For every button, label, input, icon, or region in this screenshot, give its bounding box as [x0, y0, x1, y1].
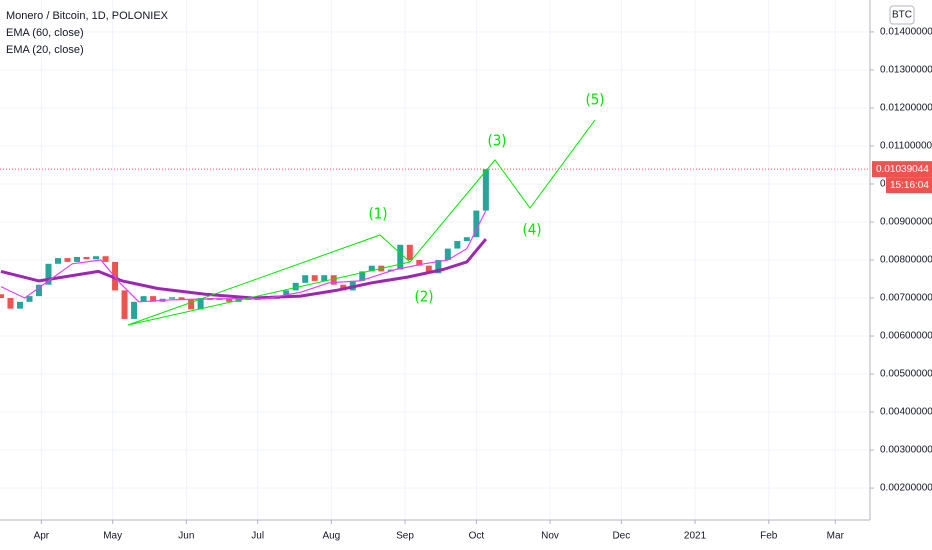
legend-entry: EMA (20, close) [6, 44, 84, 56]
x-tick-label: Apr [34, 531, 50, 542]
candle-body [188, 299, 195, 310]
candle-body [121, 290, 128, 319]
candle-body [83, 256, 90, 260]
price-badge [872, 161, 932, 178]
candle-body [35, 284, 42, 297]
chart-title: Monero / Bitcoin, 1D, POLONIEX [6, 10, 169, 22]
price-label: 0.01039044 [876, 164, 929, 175]
candle-body [16, 301, 23, 309]
candle-body [178, 297, 185, 300]
candle-body [74, 256, 81, 262]
candle-body [463, 237, 470, 241]
candle-body [112, 261, 119, 291]
y-tick-label: 0.00500000 [880, 369, 932, 380]
candle-body [444, 248, 451, 260]
candle-body [302, 275, 309, 283]
x-tick-label: Sep [396, 531, 414, 542]
candle-body [359, 271, 366, 281]
candle-body [311, 275, 318, 281]
legend-entry: EMA (60, close) [6, 27, 84, 39]
wave-label: (3) [487, 132, 506, 150]
candle-body [150, 296, 157, 302]
candle-body [7, 298, 14, 309]
candle-body [0, 294, 4, 299]
x-tick-label: Oct [469, 531, 485, 542]
candle-body [55, 258, 61, 264]
ema-line [0, 238, 488, 300]
wave-label: (1) [368, 205, 387, 223]
x-tick-label: Aug [322, 531, 340, 542]
ema-line [0, 210, 487, 303]
candle-body [406, 244, 413, 260]
y-tick-label: 0.01200000 [880, 103, 932, 114]
candle-body [416, 260, 423, 266]
candle-body [140, 296, 147, 302]
candle-body [330, 275, 337, 285]
currency-label: BTC [892, 10, 912, 21]
x-tick-label: May [103, 531, 122, 542]
x-tick-label: Jun [178, 531, 194, 542]
wave-line [127, 261, 411, 326]
x-tick-label: Jul [251, 531, 264, 542]
y-tick-label: 0.00600000 [880, 331, 932, 342]
wave-label: (2) [414, 288, 433, 306]
candle-body [292, 282, 299, 291]
candle-body [26, 296, 33, 302]
candle-body [473, 210, 480, 238]
x-tick-label: 2021 [684, 531, 707, 542]
candle-body [435, 260, 442, 274]
wave-label: (4) [522, 221, 541, 239]
x-tick-label: Feb [760, 531, 778, 542]
candle-body [197, 298, 204, 310]
candle-body [64, 258, 71, 262]
y-tick-label: 0.00300000 [880, 445, 932, 456]
wave-label: (5) [585, 91, 604, 109]
y-tick-label: 0.01400000 [880, 27, 932, 38]
candle-body [482, 169, 489, 211]
candle-body [45, 263, 52, 285]
y-tick-label: 0.00900000 [880, 217, 932, 228]
y-tick-label: 0.00800000 [880, 255, 932, 266]
y-tick-label: 0.00200000 [880, 483, 932, 494]
candle-body [283, 290, 290, 297]
candle-body [368, 265, 375, 272]
y-tick-label: 0.01100000 [880, 141, 932, 152]
candle-body [425, 265, 432, 274]
x-tick-label: Mar [827, 531, 845, 542]
y-tick-label: 0.01300000 [880, 65, 932, 76]
candle-body [321, 275, 328, 281]
x-tick-label: Dec [612, 531, 630, 542]
wave-drawing [127, 119, 596, 326]
candle-body [93, 256, 100, 260]
candle-body [102, 256, 109, 262]
y-tick-label: 0.00400000 [880, 407, 932, 418]
candle-body [131, 301, 138, 319]
candle-body [397, 244, 404, 270]
candle-body [454, 240, 461, 249]
currency-badge[interactable] [889, 5, 915, 25]
y-tick-label: 0.00700000 [880, 293, 932, 304]
candle-body [226, 298, 233, 302]
countdown-badge [886, 177, 932, 194]
wave-line [127, 234, 411, 326]
countdown-label: 15:16:04 [890, 180, 929, 191]
candle-body [169, 297, 176, 299]
x-tick-label: Nov [541, 531, 559, 542]
wave-line [409, 119, 596, 263]
